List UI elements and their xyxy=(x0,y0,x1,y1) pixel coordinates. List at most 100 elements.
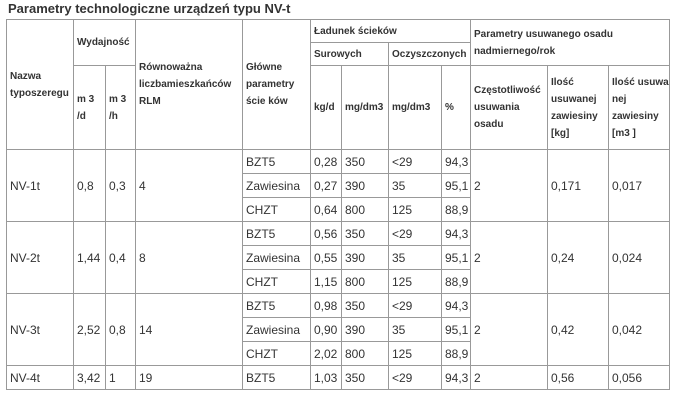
header-ladunek: Ładunek ścieków xyxy=(310,19,471,43)
cell-nazwa: NV-1t xyxy=(6,149,74,222)
cell-rlm: 14 xyxy=(135,293,243,366)
cell-procent: 94,3 xyxy=(441,149,471,174)
cell-m3d: 0,8 xyxy=(73,149,106,222)
cell-m3d: 2,52 xyxy=(73,293,106,366)
cell-nazwa: NV-3t xyxy=(6,293,74,366)
cell-kgd: 0,55 xyxy=(310,245,342,270)
table-row: CHZT 2,02 800 125 88,9 xyxy=(7,341,670,366)
parameters-table: Nazwa typoszeregu Wydajność Równoważna l… xyxy=(6,19,670,390)
cell-param: BZT5 xyxy=(242,365,311,390)
cell-m3h: 0,4 xyxy=(105,221,136,294)
cell-mg-oczyszczonych: <29 xyxy=(388,365,442,390)
cell-procent: 95,1 xyxy=(441,245,471,270)
cell-procent: 94,3 xyxy=(441,221,471,246)
table-row: NV-2t 1,44 0,4 8 BZT5 0,56 350 <29 94,3 … xyxy=(6,221,670,294)
cell-procent: 95,1 xyxy=(441,317,471,342)
cell-rlm: 8 xyxy=(135,221,243,294)
cell-mg-surowych: 390 xyxy=(341,317,389,342)
cell-ilosc-kg: 0,24 xyxy=(547,221,609,294)
table-row: NV-4t 3,42 1 19 BZT5 1,03 350 <29 94,3 2… xyxy=(6,365,670,390)
header-czestotliwosc: Częstotliwość usuwania osadu xyxy=(470,65,548,150)
header-surowych: Surowych xyxy=(310,42,389,66)
cell-ilosc-m3: 0,042 xyxy=(608,293,670,366)
cell-param: BZT5 xyxy=(242,293,311,318)
cell-czestotliwosc: 2 xyxy=(470,149,548,222)
header-nazwa: Nazwa typoszeregu xyxy=(6,19,74,150)
cell-mg-oczyszczonych: <29 xyxy=(388,293,442,318)
cell-ilosc-kg: 0,171 xyxy=(547,149,609,222)
cell-procent: 95,1 xyxy=(441,173,471,198)
header-mgdm3-oczyszczonych: mg/dm3 xyxy=(388,65,442,150)
table-row: CHZT 1,15 800 125 88,9 xyxy=(7,269,670,294)
cell-procent: 88,9 xyxy=(441,197,471,222)
cell-param: BZT5 xyxy=(242,149,311,174)
table-row: Zawiesina 0,55 390 35 95,1 xyxy=(7,245,670,270)
header-rlm: Równoważna liczbamieszkańców RLM xyxy=(135,19,243,150)
header-oczyszczonych: Oczyszczonych xyxy=(388,42,471,66)
cell-nazwa: NV-4t xyxy=(6,365,74,390)
cell-rlm: 4 xyxy=(135,149,243,222)
cell-kgd: 2,02 xyxy=(310,341,342,366)
cell-kgd: 0,90 xyxy=(310,317,342,342)
cell-m3d: 3,42 xyxy=(73,365,106,390)
cell-mg-oczyszczonych: 125 xyxy=(388,341,442,366)
cell-m3h: 1 xyxy=(105,365,136,390)
cell-param: Zawiesina xyxy=(242,317,311,342)
header-glowne-parametry: Główne parametry ście ków xyxy=(242,19,311,150)
header-parametry-osadu: Parametry usuwanego osadu nadmiernego/ro… xyxy=(470,19,670,66)
cell-ilosc-kg: 0,56 xyxy=(547,365,609,390)
cell-param: Zawiesina xyxy=(242,173,311,198)
cell-mg-surowych: 390 xyxy=(341,173,389,198)
cell-mg-oczyszczonych: 35 xyxy=(388,317,442,342)
cell-param: CHZT xyxy=(242,197,311,222)
cell-procent: 88,9 xyxy=(441,269,471,294)
cell-param: Zawiesina xyxy=(242,245,311,270)
cell-kgd: 0,27 xyxy=(310,173,342,198)
cell-mg-surowych: 800 xyxy=(341,197,389,222)
table-row: NV-1t 0,8 0,3 4 BZT5 0,28 350 <29 94,3 2… xyxy=(6,149,670,222)
cell-m3h: 0,8 xyxy=(105,293,136,366)
cell-rlm: 19 xyxy=(135,365,243,390)
cell-ilosc-m3: 0,017 xyxy=(608,149,670,222)
cell-mg-oczyszczonych: <29 xyxy=(388,149,442,174)
cell-ilosc-m3: 0,056 xyxy=(608,365,670,390)
cell-kgd: 1,15 xyxy=(310,269,342,294)
header-m3d: m 3 /d xyxy=(73,65,106,150)
cell-ilosc-m3: 0,024 xyxy=(608,221,670,294)
cell-czestotliwosc: 2 xyxy=(470,221,548,294)
cell-mg-surowych: 350 xyxy=(341,365,389,390)
cell-procent: 94,3 xyxy=(441,365,471,390)
cell-param: CHZT xyxy=(242,269,311,294)
cell-mg-oczyszczonych: 125 xyxy=(388,197,442,222)
cell-m3h: 0,3 xyxy=(105,149,136,222)
header-mgdm3-surowych: mg/dm3 xyxy=(341,65,389,150)
cell-mg-surowych: 350 xyxy=(341,149,389,174)
cell-procent: 94,3 xyxy=(441,293,471,318)
table-row: Zawiesina 0,27 390 35 95,1 xyxy=(7,173,670,198)
header-ilosc-kg: Ilość usuwanej zawiesiny [kg] xyxy=(547,65,609,150)
header-wydajnosc: Wydajność xyxy=(73,19,136,66)
table-row: CHZT 0,64 800 125 88,9 xyxy=(7,197,670,222)
header-m3h: m 3 /h xyxy=(105,65,136,150)
table-row: NV-3t 2,52 0,8 14 BZT5 0,98 350 <29 94,3… xyxy=(6,293,670,366)
cell-m3d: 1,44 xyxy=(73,221,106,294)
cell-mg-oczyszczonych: <29 xyxy=(388,221,442,246)
cell-czestotliwosc: 2 xyxy=(470,293,548,366)
cell-kgd: 0,98 xyxy=(310,293,342,318)
cell-param: CHZT xyxy=(242,341,311,366)
cell-czestotliwosc: 2 xyxy=(470,365,548,390)
cell-mg-surowych: 800 xyxy=(341,269,389,294)
cell-kgd: 0,28 xyxy=(310,149,342,174)
cell-nazwa: NV-2t xyxy=(6,221,74,294)
cell-ilosc-kg: 0,42 xyxy=(547,293,609,366)
cell-procent: 88,9 xyxy=(441,341,471,366)
table-row: Zawiesina 0,90 390 35 95,1 xyxy=(7,317,670,342)
header-ilosc-m3: Ilość usuwa nej zawiesiny [m3 ] xyxy=(608,65,670,150)
cell-mg-surowych: 390 xyxy=(341,245,389,270)
page-title: Parametry technologiczne urządzeń typu N… xyxy=(8,1,291,16)
header-kgd: kg/d xyxy=(310,65,342,150)
cell-kgd: 1,03 xyxy=(310,365,342,390)
cell-param: BZT5 xyxy=(242,221,311,246)
cell-mg-oczyszczonych: 35 xyxy=(388,173,442,198)
